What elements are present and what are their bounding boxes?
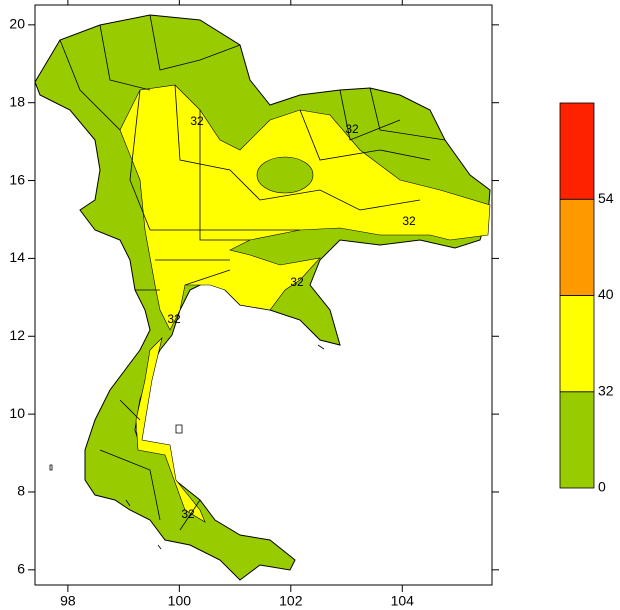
y-tick-label: 16 xyxy=(9,171,25,187)
y-tick-label: 6 xyxy=(17,561,25,577)
contour-label: 32 xyxy=(181,507,195,521)
y-tick-label: 20 xyxy=(9,16,25,32)
contour-label: 32 xyxy=(167,312,181,326)
province-lines xyxy=(59,14,446,531)
region-green-patch xyxy=(256,156,314,194)
plot-frame xyxy=(34,4,493,586)
y-tick-label: 18 xyxy=(9,93,25,109)
y-tick-label: 10 xyxy=(9,405,25,421)
contour-label: 32 xyxy=(190,114,204,128)
y-tick-label: 14 xyxy=(9,249,25,265)
contour-label: 32 xyxy=(345,122,359,136)
y-tick-label: 12 xyxy=(9,327,25,343)
contour-label: 32 xyxy=(290,275,304,289)
contour-label: 32 xyxy=(402,214,416,228)
colorbar-label: 54 xyxy=(598,190,614,206)
colorbar-label: 40 xyxy=(598,286,614,302)
colorbar-segment xyxy=(559,198,595,296)
x-tick-label: 102 xyxy=(279,593,303,609)
region-yellow xyxy=(119,84,491,331)
y-tick-label: 8 xyxy=(17,483,25,499)
x-tick-label: 104 xyxy=(391,593,415,609)
x-tick-label: 98 xyxy=(60,593,76,609)
colorbar-label: 32 xyxy=(598,382,614,398)
map-layer xyxy=(34,14,491,581)
colorbar-segment xyxy=(559,391,595,489)
region-yellow-south xyxy=(135,337,206,523)
colorbar-label: 0 xyxy=(598,479,606,495)
x-tick-label: 100 xyxy=(168,593,192,609)
colorbar-segment xyxy=(559,295,595,393)
colorbar-segment xyxy=(559,102,595,200)
coast-islands xyxy=(49,344,325,550)
